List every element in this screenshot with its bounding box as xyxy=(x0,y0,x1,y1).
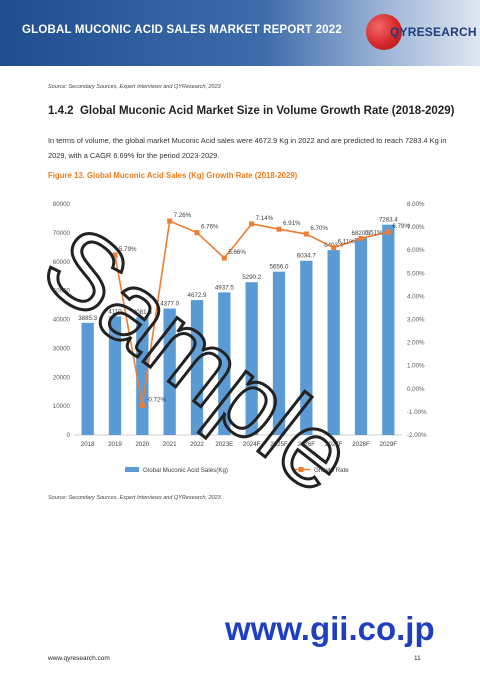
sales-bar xyxy=(245,282,258,435)
x-axis-tick-label: 2019 xyxy=(108,441,122,448)
left-axis-tick-label: 60000 xyxy=(53,259,71,266)
x-axis-tick-label: 2018 xyxy=(81,441,95,448)
growth-rate-point xyxy=(194,230,200,236)
page-number: 11 xyxy=(414,655,421,662)
x-axis-tick-label: 2023E xyxy=(215,441,233,448)
x-axis-tick-label: 2028F xyxy=(352,441,370,448)
sales-bar xyxy=(108,316,122,435)
right-axis-tick-label: 3.00% xyxy=(407,317,425,324)
growth-rate-point xyxy=(112,252,118,258)
bar-data-label: 4081.6 xyxy=(133,309,152,316)
sales-bar xyxy=(354,238,368,435)
sales-bar xyxy=(190,300,204,435)
bar-data-label: 6034.7 xyxy=(297,253,316,260)
growth-rate-data-label: -0.72% xyxy=(146,396,166,403)
right-axis-tick-label: -1.00% xyxy=(407,409,427,416)
x-axis-tick-label: 2029F xyxy=(380,441,398,448)
right-axis-tick-label: 2.00% xyxy=(407,340,425,347)
globe-icon xyxy=(366,14,402,50)
right-axis-tick-label: -2.00% xyxy=(407,432,427,439)
report-title: GLOBAL MUCONIC ACID SALES MARKET REPORT … xyxy=(22,24,342,36)
growth-rate-data-label: 6.11% xyxy=(338,239,356,246)
sales-bar xyxy=(136,317,149,435)
sales-bar xyxy=(81,322,94,435)
right-axis-tick-label: 0.00% xyxy=(407,386,425,393)
section-title-text: Global Muconic Acid Market Size in Volum… xyxy=(79,105,455,117)
growth-rate-data-label: 6.70% xyxy=(310,225,328,232)
bar-data-label: 4937.5 xyxy=(215,284,234,291)
gii-url: www.gii.co.jp xyxy=(225,610,435,647)
left-axis-tick-label: 10000 xyxy=(53,403,71,410)
growth-rate-point xyxy=(331,245,337,251)
sales-bar xyxy=(163,308,176,435)
growth-rate-data-label: 7.26% xyxy=(174,212,192,219)
growth-rate-point xyxy=(167,218,173,224)
sales-bar xyxy=(382,224,395,435)
bar-data-label: 4672.9 xyxy=(188,292,207,299)
section-heading: 1.4.2 Global Muconic Acid Market Size in… xyxy=(48,105,454,117)
sales-bar xyxy=(300,260,313,435)
bar-data-label: 3885.3 xyxy=(78,315,97,322)
right-axis-tick-label: 1.00% xyxy=(407,363,425,370)
growth-rate-point xyxy=(303,231,309,237)
x-axis-tick-label: 2020 xyxy=(135,441,149,448)
left-axis-tick-label: 80000 xyxy=(53,201,71,208)
x-axis-tick-label: 2021 xyxy=(163,441,177,448)
x-axis-tick-label: 2024F xyxy=(243,441,261,448)
sales-bar xyxy=(218,292,231,435)
section-number: 1.4.2 xyxy=(48,105,74,117)
report-header: GLOBAL MUCONIC ACID SALES MARKET REPORT … xyxy=(0,0,480,66)
growth-rate-point xyxy=(249,221,255,227)
growth-rate-point xyxy=(276,226,282,232)
figure-title: Figure 13. Global Muconic Acid Sales (Kg… xyxy=(48,171,298,180)
x-axis-tick-label: 2022 xyxy=(190,441,204,448)
growth-rate-point xyxy=(385,229,391,235)
growth-rate-data-label: 5.66% xyxy=(228,249,246,256)
growth-rate-data-label: 6.51% xyxy=(365,229,383,236)
right-axis-tick-label: 7.00% xyxy=(407,224,425,231)
left-axis-tick-label: 70000 xyxy=(53,230,71,237)
bar-data-label: 6820.3 xyxy=(352,230,371,237)
left-axis-tick-label: 40000 xyxy=(53,317,71,324)
growth-rate-data-label: 7.14% xyxy=(256,215,274,222)
source-note-bottom: Source: Secondary Sources, Expert Interv… xyxy=(48,495,221,501)
source-note-top: Source: Secondary Sources, Expert Interv… xyxy=(48,84,221,90)
right-axis-tick-label: 6.00% xyxy=(407,247,425,254)
growth-rate-data-label: 6.79% xyxy=(392,223,410,230)
x-axis-tick-label: 2025F xyxy=(270,441,288,448)
x-axis-tick-label: 2027F xyxy=(325,441,343,448)
right-axis-tick-label: 8.00% xyxy=(407,201,425,208)
logo-text: QYRESEARCH xyxy=(390,25,477,39)
growth-rate-data-label: 6.91% xyxy=(283,220,301,227)
bar-data-label: 4110 xyxy=(108,308,122,315)
growth-rate-data-label: 6.76% xyxy=(201,224,219,231)
bar-data-label: 5656.0 xyxy=(270,264,289,271)
growth-rate-data-label: 5.79% xyxy=(119,246,137,253)
growth-chart: 0 10000 20000 30000 40000 50000 60000 70000 8000… xyxy=(53,201,427,474)
left-axis-tick-label: 20000 xyxy=(53,374,71,381)
footer-url: www.qyresearch.com xyxy=(48,655,110,662)
sales-bar xyxy=(327,250,340,435)
left-axis-tick-label: 30000 xyxy=(53,345,71,352)
legend-line-label: Growth Rate xyxy=(314,467,349,474)
sales-bar xyxy=(272,271,286,435)
body-paragraph: In terms of volume, the global market Mu… xyxy=(48,136,447,160)
right-axis-tick-label: 5.00% xyxy=(407,270,425,277)
bar-data-label: 4377.0 xyxy=(160,301,179,308)
bar-data-label: 5290.2 xyxy=(242,274,261,281)
right-axis-tick-label: 4.00% xyxy=(407,293,425,300)
growth-rate-point xyxy=(139,402,145,408)
left-axis-tick-label: 50000 xyxy=(53,288,71,295)
legend-bar-label: Global Muconic Acid Sales(Kg) xyxy=(143,467,228,474)
legend-line-marker xyxy=(298,467,304,472)
bar-data-label: 7283.4 xyxy=(379,217,398,224)
growth-rate-point xyxy=(221,255,227,261)
growth-rate-point xyxy=(358,235,364,241)
legend-bar-swatch xyxy=(125,467,139,472)
left-axis-tick-label: 0 xyxy=(67,432,71,439)
qyresearch-logo: QYRESEARCH xyxy=(366,12,476,56)
x-axis-tick-label: 2026F xyxy=(298,441,316,448)
